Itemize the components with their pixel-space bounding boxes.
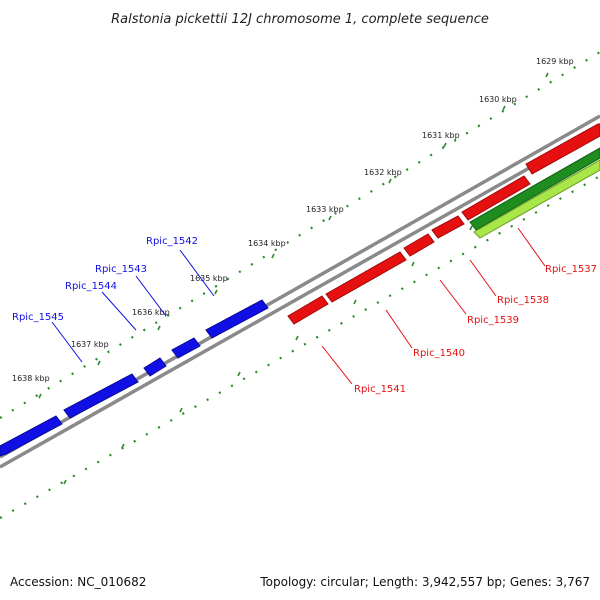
tick-label: 1631 kbp [422,131,460,140]
gene-label[interactable]: Rpic_1541 [354,384,406,395]
gene-block-forward[interactable] [143,357,167,377]
gene-label[interactable]: Rpic_1542 [146,236,198,247]
gene-label[interactable]: Rpic_1543 [95,264,147,275]
gene-label[interactable]: Rpic_1537 [545,264,597,275]
feature-track-light [473,159,600,239]
gene-block-reverse[interactable] [325,251,407,303]
accession-text: Accession: NC_010682 [10,575,146,589]
gene-block-forward[interactable] [171,337,201,359]
forward-gene-labels: Rpic_1542 Rpic_1543 Rpic_1544 Rpic_1545 [12,236,215,363]
gene-label[interactable]: Rpic_1540 [413,348,465,359]
forward-genes [0,299,269,457]
tick-label: 1636 kbp [132,308,170,317]
reverse-gene-labels: Rpic_1537 Rpic_1538 Rpic_1539 Rpic_1540 … [321,227,597,395]
backbone-inner-line [0,126,600,469]
ruler-outer [0,51,600,419]
feature-track-dark [469,147,600,231]
gene-block-reverse[interactable] [461,175,531,221]
gene-block-reverse[interactable] [525,123,600,175]
gene-label[interactable]: Rpic_1538 [497,295,549,306]
tick-marks [38,72,549,485]
tick-label: 1634 kbp [248,239,286,248]
tick-label: 1632 kbp [364,168,402,177]
map-title: Ralstonia pickettii 12J chromosome 1, co… [111,12,489,27]
gene-block-forward[interactable] [0,415,63,457]
gene-block-reverse[interactable] [287,295,329,325]
tick-label: 1629 kbp [536,57,574,66]
gene-label[interactable]: Rpic_1545 [12,312,64,323]
tick-label: 1637 kbp [71,340,109,349]
tick-labels: 1629 kbp 1630 kbp 1631 kbp 1632 kbp 1633… [12,57,574,383]
gene-block-forward[interactable] [63,373,139,419]
tick-label: 1630 kbp [479,95,517,104]
gene-label[interactable]: Rpic_1539 [467,315,519,326]
tick-label: 1638 kbp [12,374,50,383]
tick-label: 1633 kbp [306,205,344,214]
tick-label: 1635 kbp [190,274,228,283]
gene-block-reverse[interactable] [431,215,465,239]
summary-text: Topology: circular; Length: 3,942,557 bp… [259,575,590,589]
gene-block-reverse[interactable] [403,233,435,257]
reverse-genes [287,123,600,325]
gene-block-forward[interactable] [205,299,269,339]
ruler-inner [0,175,600,519]
gene-label[interactable]: Rpic_1544 [65,281,117,292]
